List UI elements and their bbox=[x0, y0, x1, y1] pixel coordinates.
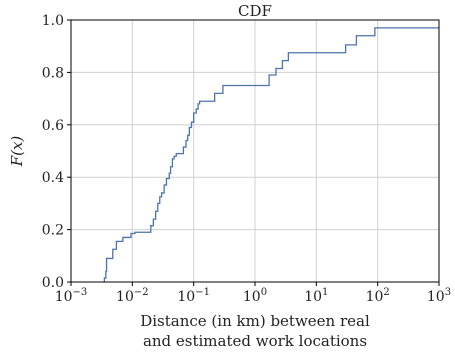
x-tick-label: 10−1 bbox=[177, 287, 210, 305]
y-tick-label: 0.2 bbox=[42, 223, 64, 239]
x-tick-label: 101 bbox=[304, 287, 328, 305]
x-tick-label: 100 bbox=[243, 287, 267, 305]
x-tick-label: 102 bbox=[366, 287, 390, 305]
x-axis-label-line-1: Distance (in km) between real bbox=[140, 312, 370, 330]
x-tick-label: 10−2 bbox=[116, 287, 149, 305]
axis-ticks: 10−3 10−2 10−1 100 101 102 103 0.0 0.2 0.4 0.6 0.8 1… bbox=[42, 13, 451, 305]
x-axis-label-line-2: and estimated work locations bbox=[143, 332, 367, 350]
cdf-step-line bbox=[103, 27, 439, 282]
y-axis-label: F(x) bbox=[8, 136, 26, 168]
chart-title: CDF bbox=[238, 2, 272, 20]
y-tick-label: 0.0 bbox=[42, 275, 64, 291]
y-tick-label: 0.6 bbox=[42, 118, 64, 134]
cdf-series bbox=[103, 27, 439, 282]
y-tick-label: 1.0 bbox=[42, 13, 64, 29]
grid-lines bbox=[70, 19, 440, 283]
x-tick-label: 10−3 bbox=[55, 287, 88, 305]
x-tick-label: 103 bbox=[427, 287, 451, 305]
y-tick-label: 0.4 bbox=[42, 170, 64, 186]
y-tick-label: 0.8 bbox=[42, 65, 64, 81]
